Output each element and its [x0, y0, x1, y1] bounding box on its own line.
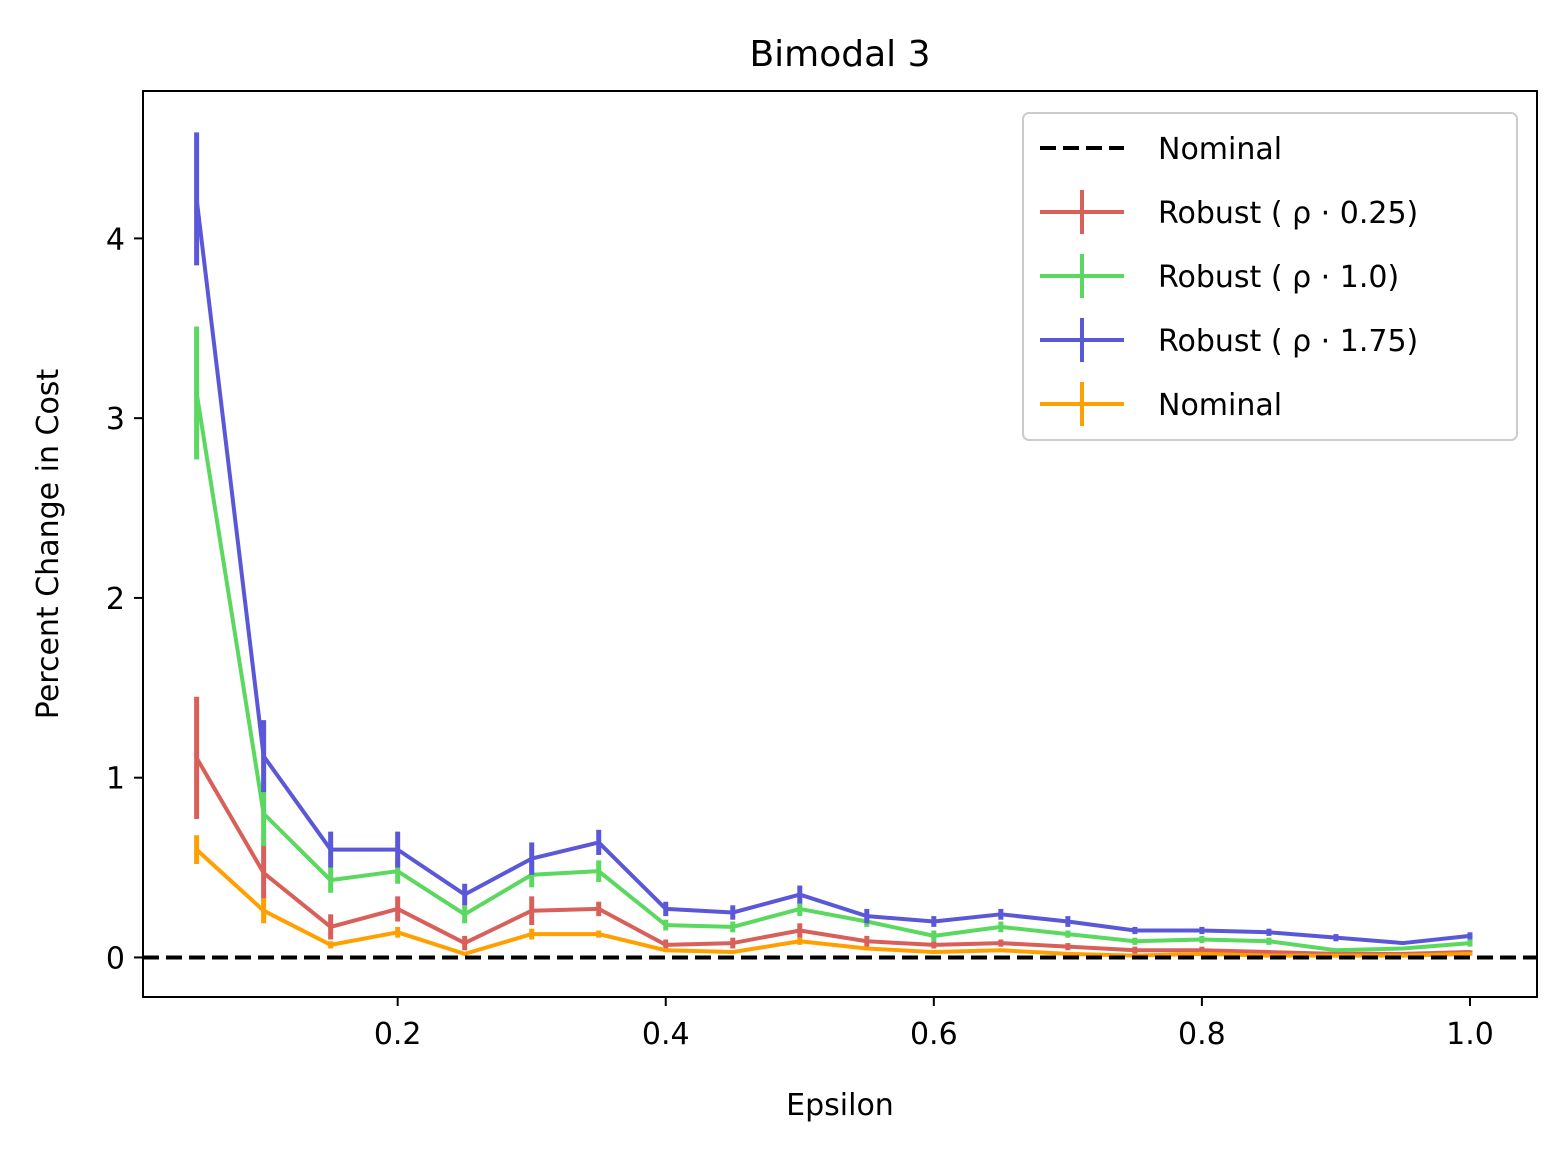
legend: Nominal Robust ( ρ · 0.25) Robust ( ρ · 1.… [1022, 112, 1518, 441]
x-axis: 0.2 0.4 0.6 0.8 1.0 [374, 997, 1494, 1052]
series-line [194, 198, 1471, 946]
x-axis-label: Epsilon [786, 1088, 894, 1123]
x-tick-label: 1.0 [1446, 1017, 1494, 1052]
y-tick-label: 4 [106, 222, 125, 257]
series-line [195, 848, 1471, 958]
series-layer [143, 132, 1537, 960]
x-tick-label: 0.2 [374, 1017, 422, 1052]
series-line [194, 392, 1471, 953]
y-axis-label: Percent Change in Cost [31, 369, 66, 720]
y-axis: 0 1 2 3 4 [106, 222, 143, 976]
x-tick-label: 0.4 [642, 1017, 690, 1052]
series-line [194, 756, 1471, 956]
legend-label: Robust ( ρ · 1.75) [1158, 324, 1418, 359]
series-2 [194, 132, 1473, 946]
x-tick-label: 0.6 [910, 1017, 958, 1052]
legend-label: Nominal [1158, 388, 1282, 423]
legend-label: Robust ( ρ · 0.25) [1158, 196, 1418, 231]
y-tick-label: 2 [106, 582, 125, 617]
legend-box [1022, 112, 1518, 441]
y-tick-label: 3 [106, 402, 125, 437]
chart-title: Bimodal 3 [749, 34, 930, 75]
legend-item: Robust ( ρ · 0.25) [1040, 190, 1418, 234]
legend-item: Robust ( ρ · 1.75) [1040, 318, 1418, 362]
legend-item: Robust ( ρ · 1.0) [1040, 254, 1399, 298]
plot-frame [142, 90, 1538, 998]
legend-label: Robust ( ρ · 1.0) [1158, 260, 1399, 295]
series-0 [194, 696, 1473, 956]
legend-item: Nominal [1040, 382, 1282, 426]
x-tick-label: 0.8 [1178, 1017, 1226, 1052]
legend-label: Nominal [1158, 132, 1282, 167]
series-3 [194, 835, 1473, 958]
legend-item: Nominal [1040, 132, 1282, 167]
y-tick-label: 1 [106, 762, 125, 797]
y-tick-label: 0 [106, 941, 125, 976]
